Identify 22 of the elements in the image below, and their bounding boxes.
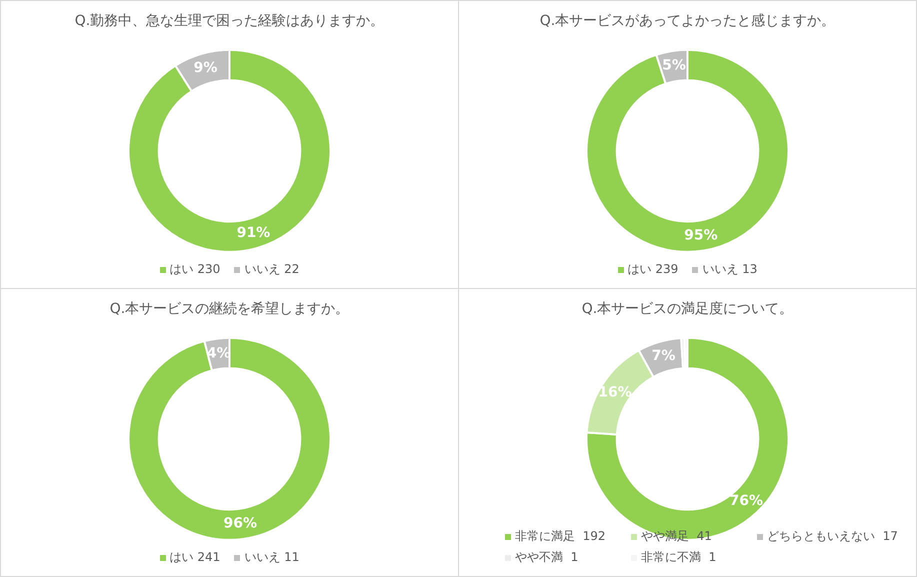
legend-label: はい 239 [628,261,678,278]
legend-label: 非常に不満 1 [641,549,716,566]
legend-label: はい 241 [170,549,220,566]
legend-label: はい 230 [170,261,220,278]
legend-label: いいえ 13 [702,261,758,278]
data-label: 7% [652,348,676,364]
data-label: 76% [730,493,764,510]
legend-label: どちらともいえない 17 [767,528,898,545]
data-label: 16% [598,384,632,401]
data-label: 95% [684,227,718,244]
chart-title: Q.本サービスがあってよかったと感じますか。 [540,13,836,30]
legend-label: いいえ 11 [244,549,300,566]
data-label: 5% [662,58,686,74]
legend-label: 非常に満足 192 [515,528,606,545]
data-label: 96% [224,516,258,532]
chart-title: Q.本サービスの満足度について。 [582,301,794,318]
data-label: 9% [194,60,218,76]
legend-label: いいえ 22 [244,261,300,278]
chart-title: Q.本サービスの継続を希望しますか。 [110,301,350,318]
data-label: 91% [236,224,270,241]
chart-title: Q.勤務中、急な生理で困った経験はありますか。 [74,13,384,30]
legend-label: やや不満 1 [515,549,578,566]
